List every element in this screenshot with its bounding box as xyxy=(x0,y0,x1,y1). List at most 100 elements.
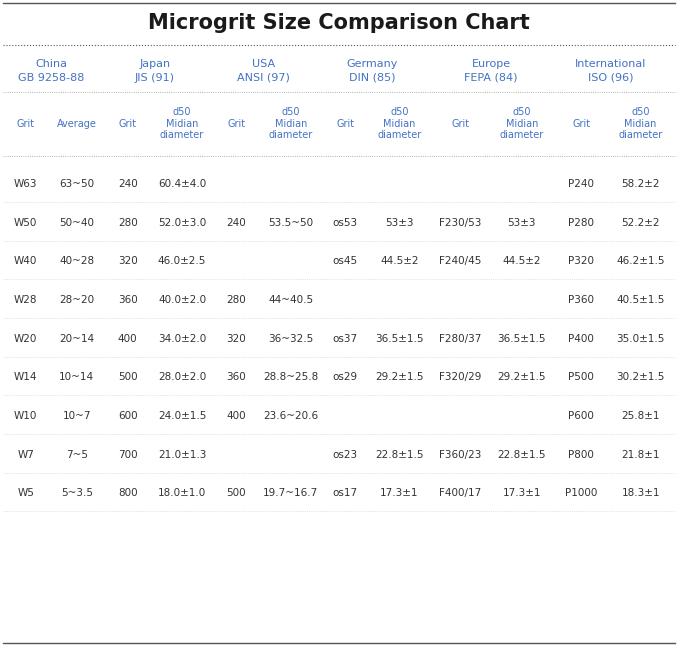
Text: W5: W5 xyxy=(18,488,35,499)
Text: 63~50: 63~50 xyxy=(59,179,94,189)
Text: P600: P600 xyxy=(568,411,594,421)
Text: os23: os23 xyxy=(332,450,358,460)
Text: os29: os29 xyxy=(332,372,358,382)
Text: Grit: Grit xyxy=(227,119,245,129)
Text: Japan
JIS (91): Japan JIS (91) xyxy=(135,59,175,83)
Text: 18.0±1.0: 18.0±1.0 xyxy=(158,488,206,499)
Text: Grit: Grit xyxy=(452,119,470,129)
Text: Grit: Grit xyxy=(572,119,591,129)
Text: 22.8±1.5: 22.8±1.5 xyxy=(498,450,546,460)
Text: 40.0±2.0: 40.0±2.0 xyxy=(158,295,206,305)
Text: P360: P360 xyxy=(568,295,594,305)
Text: P800: P800 xyxy=(568,450,594,460)
Text: F280/37: F280/37 xyxy=(439,333,482,344)
Text: 28.8~25.8: 28.8~25.8 xyxy=(263,372,319,382)
Text: 46.2±1.5: 46.2±1.5 xyxy=(616,256,665,266)
Text: 400: 400 xyxy=(226,411,246,421)
Text: International
ISO (96): International ISO (96) xyxy=(575,59,647,83)
Text: 29.2±1.5: 29.2±1.5 xyxy=(375,372,424,382)
Text: 44.5±2: 44.5±2 xyxy=(380,256,419,266)
Text: Microgrit Size Comparison Chart: Microgrit Size Comparison Chart xyxy=(148,12,530,33)
Text: 240: 240 xyxy=(118,179,138,189)
Text: 20~14: 20~14 xyxy=(59,333,94,344)
Text: 700: 700 xyxy=(118,450,138,460)
Text: W50: W50 xyxy=(14,217,37,228)
Text: F360/23: F360/23 xyxy=(439,450,482,460)
Text: W10: W10 xyxy=(14,411,37,421)
Text: 240: 240 xyxy=(226,217,246,228)
Text: 600: 600 xyxy=(118,411,138,421)
Text: 50~40: 50~40 xyxy=(59,217,94,228)
Text: F400/17: F400/17 xyxy=(439,488,482,499)
Text: P500: P500 xyxy=(568,372,594,382)
Text: 19.7~16.7: 19.7~16.7 xyxy=(263,488,319,499)
Text: 34.0±2.0: 34.0±2.0 xyxy=(158,333,206,344)
Text: F320/29: F320/29 xyxy=(439,372,482,382)
Text: d50
Midian
diameter: d50 Midian diameter xyxy=(618,107,663,141)
Text: F230/53: F230/53 xyxy=(439,217,482,228)
Text: 360: 360 xyxy=(226,372,246,382)
Text: 44.5±2: 44.5±2 xyxy=(502,256,541,266)
Text: 5~3.5: 5~3.5 xyxy=(61,488,93,499)
Text: 35.0±1.5: 35.0±1.5 xyxy=(616,333,665,344)
Text: os45: os45 xyxy=(332,256,358,266)
Text: W40: W40 xyxy=(14,256,37,266)
Text: d50
Midian
diameter: d50 Midian diameter xyxy=(268,107,313,141)
Text: 52.0±3.0: 52.0±3.0 xyxy=(158,217,206,228)
Text: os17: os17 xyxy=(332,488,358,499)
Text: 28~20: 28~20 xyxy=(59,295,94,305)
Text: 500: 500 xyxy=(118,372,138,382)
Text: 58.2±2: 58.2±2 xyxy=(622,179,660,189)
Text: 320: 320 xyxy=(226,333,246,344)
Text: 30.2±1.5: 30.2±1.5 xyxy=(616,372,665,382)
Text: W14: W14 xyxy=(14,372,37,382)
Text: 320: 320 xyxy=(118,256,138,266)
Text: W63: W63 xyxy=(14,179,37,189)
Text: Grit: Grit xyxy=(336,119,354,129)
Text: P1000: P1000 xyxy=(565,488,597,499)
Text: 23.6~20.6: 23.6~20.6 xyxy=(263,411,319,421)
Text: 40~28: 40~28 xyxy=(59,256,94,266)
Text: 17.3±1: 17.3±1 xyxy=(502,488,541,499)
Text: 53.5~50: 53.5~50 xyxy=(268,217,313,228)
Text: 53±3: 53±3 xyxy=(508,217,536,228)
Text: 21.8±1: 21.8±1 xyxy=(622,450,660,460)
Text: 36~32.5: 36~32.5 xyxy=(268,333,313,344)
Text: P240: P240 xyxy=(568,179,594,189)
Text: Grit: Grit xyxy=(119,119,137,129)
Text: 10~7: 10~7 xyxy=(62,411,91,421)
Text: W7: W7 xyxy=(18,450,35,460)
Text: 280: 280 xyxy=(226,295,246,305)
Text: F240/45: F240/45 xyxy=(439,256,482,266)
Text: USA
ANSI (97): USA ANSI (97) xyxy=(237,59,290,83)
Text: 22.8±1.5: 22.8±1.5 xyxy=(375,450,424,460)
Text: Europe
FEPA (84): Europe FEPA (84) xyxy=(464,59,518,83)
Text: 40.5±1.5: 40.5±1.5 xyxy=(616,295,665,305)
Text: d50
Midian
diameter: d50 Midian diameter xyxy=(500,107,544,141)
Text: 36.5±1.5: 36.5±1.5 xyxy=(375,333,424,344)
Text: os37: os37 xyxy=(332,333,358,344)
Text: W20: W20 xyxy=(14,333,37,344)
Text: 46.0±2.5: 46.0±2.5 xyxy=(158,256,206,266)
Text: 60.4±4.0: 60.4±4.0 xyxy=(158,179,206,189)
Text: Germany
DIN (85): Germany DIN (85) xyxy=(346,59,398,83)
Text: P320: P320 xyxy=(568,256,594,266)
Text: Average: Average xyxy=(57,119,97,129)
Text: 500: 500 xyxy=(226,488,246,499)
Text: 44~40.5: 44~40.5 xyxy=(268,295,313,305)
Text: 24.0±1.5: 24.0±1.5 xyxy=(158,411,206,421)
Text: 52.2±2: 52.2±2 xyxy=(622,217,660,228)
Text: 21.0±1.3: 21.0±1.3 xyxy=(158,450,206,460)
Text: 800: 800 xyxy=(118,488,138,499)
Text: 360: 360 xyxy=(118,295,138,305)
Text: China
GB 9258-88: China GB 9258-88 xyxy=(18,59,85,83)
Text: d50
Midian
diameter: d50 Midian diameter xyxy=(378,107,422,141)
Text: 7~5: 7~5 xyxy=(66,450,87,460)
Text: 25.8±1: 25.8±1 xyxy=(622,411,660,421)
Text: 28.0±2.0: 28.0±2.0 xyxy=(158,372,206,382)
Text: P280: P280 xyxy=(568,217,594,228)
Text: os53: os53 xyxy=(332,217,358,228)
Text: W28: W28 xyxy=(14,295,37,305)
Text: P400: P400 xyxy=(568,333,594,344)
Text: d50
Midian
diameter: d50 Midian diameter xyxy=(160,107,204,141)
